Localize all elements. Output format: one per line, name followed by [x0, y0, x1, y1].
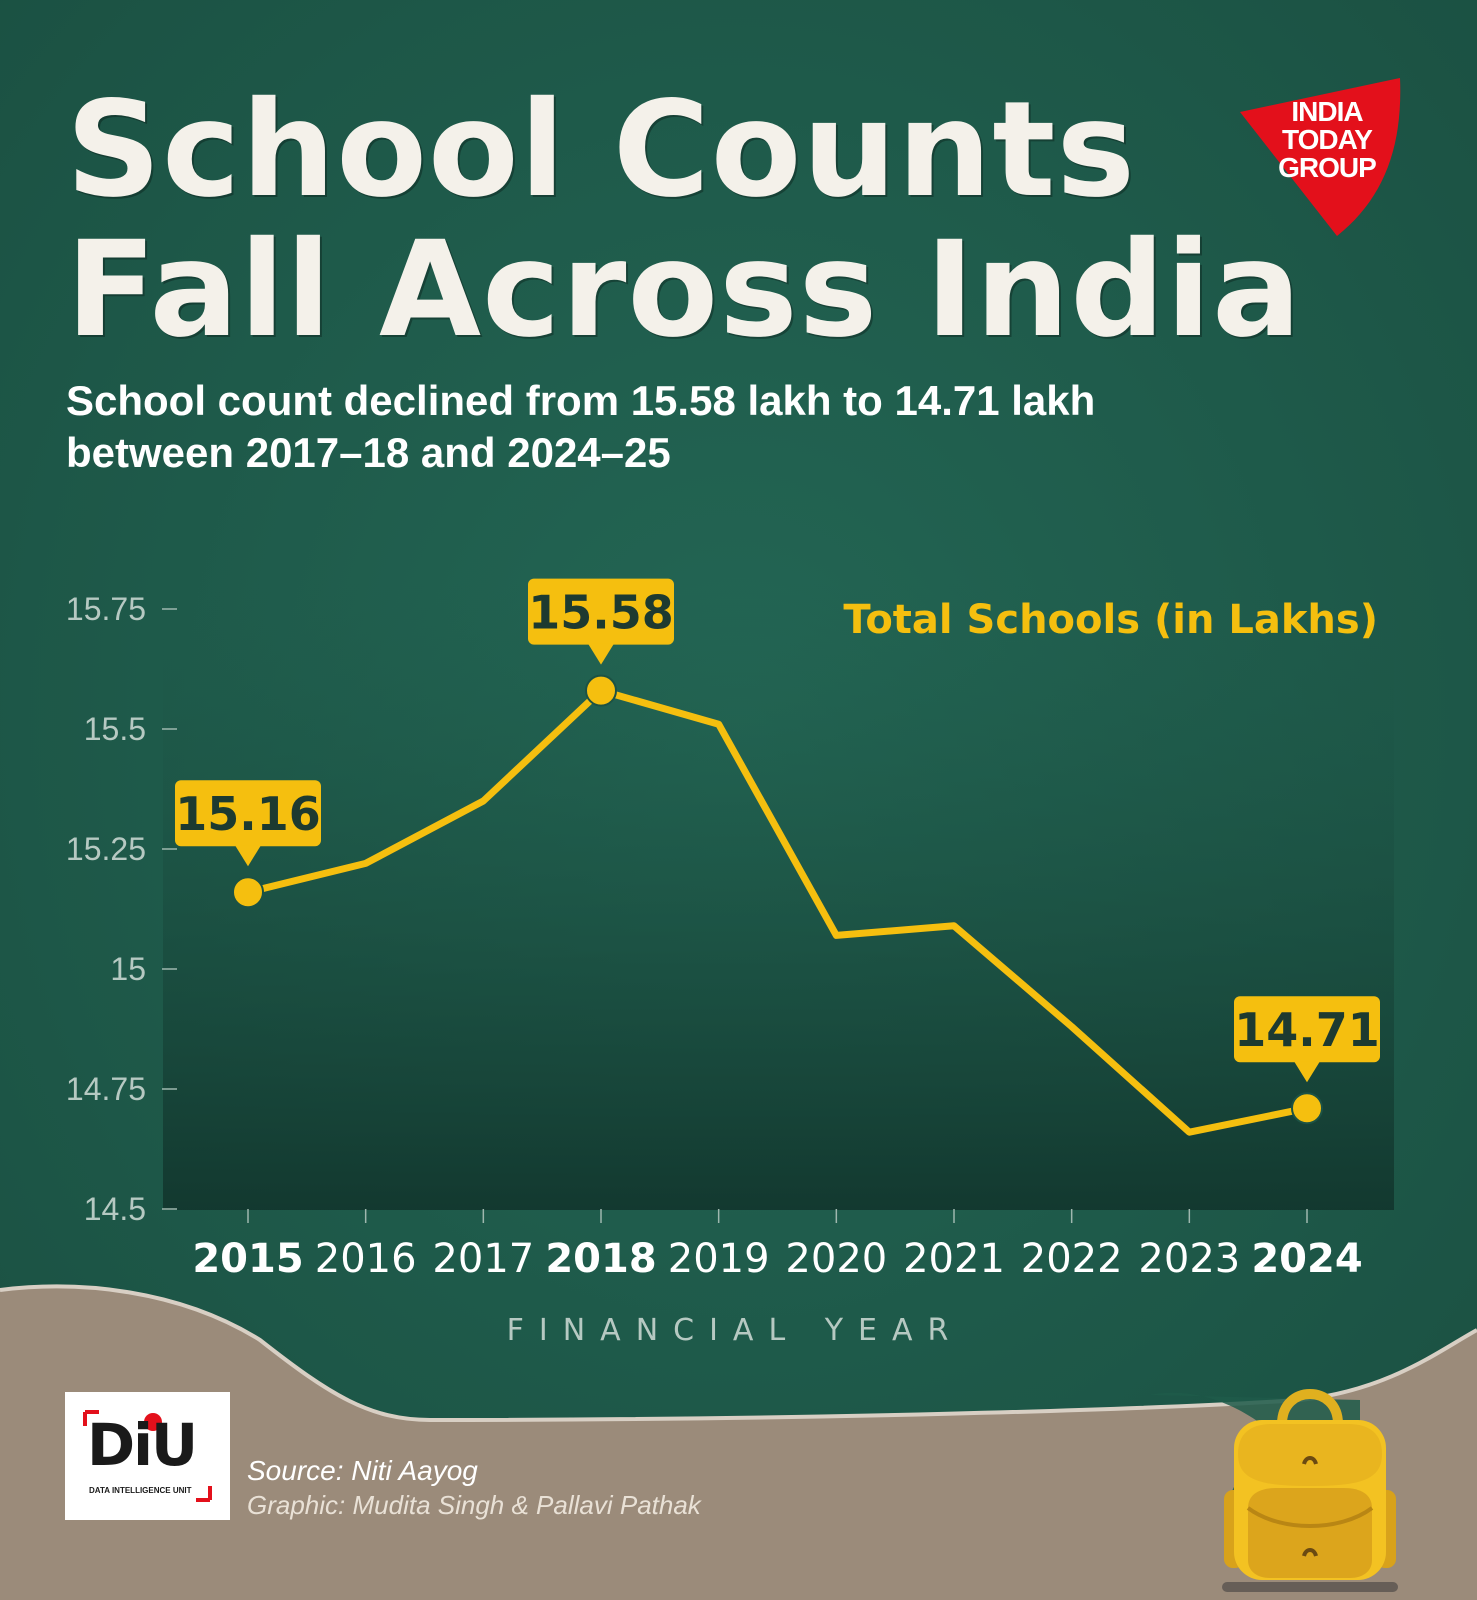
- footer-band: [0, 1286, 1477, 1600]
- india-today-logo: [1240, 78, 1401, 236]
- x-tick-label: 2015: [192, 1236, 303, 1282]
- data-point-marker: [232, 876, 264, 909]
- backpack-icon: [1222, 1389, 1398, 1592]
- legend-label: Total Schools (in Lakhs): [843, 597, 1378, 643]
- series-total-schools: [232, 674, 1323, 1136]
- data-label: 15.58: [528, 586, 674, 640]
- y-axis: 14.5 14.75 15 15.25 15.5 15.75: [66, 591, 177, 1227]
- data-point-marker: [585, 674, 617, 707]
- x-axis: 2015 2016 2017 2018 2019 2020 2021 2022 2023 2024: [192, 1209, 1363, 1282]
- graphic-credit: Graphic: Mudita Singh & Pallavi Pathak: [247, 1490, 701, 1520]
- logo-line-2: TODAY: [1282, 124, 1373, 155]
- x-tick-label: 2023: [1138, 1236, 1240, 1282]
- data-label: 14.71: [1234, 1003, 1380, 1057]
- y-tick-label: 14.5: [84, 1191, 146, 1227]
- y-tick-label: 15: [110, 951, 146, 987]
- callout-box: [1234, 996, 1380, 1063]
- callout-box: [528, 578, 674, 645]
- india-today-logo-text: INDIA TODAY GROUP: [1262, 98, 1392, 182]
- diu-logo: DiU DATA INTELLIGENCE UNIT: [65, 1392, 230, 1520]
- diu-logo-frame: [83, 1410, 212, 1502]
- x-tick-label: 2016: [315, 1236, 417, 1282]
- y-tick-label: 15.5: [84, 711, 146, 747]
- callout-pointer: [235, 845, 261, 867]
- logo-line-3: GROUP: [1278, 152, 1377, 183]
- x-axis-title: FINANCIAL YEAR: [507, 1313, 964, 1348]
- data-point-marker: [1291, 1092, 1323, 1125]
- page-title-line-2: Fall Across India: [66, 213, 1303, 367]
- x-tick-label: 2024: [1251, 1236, 1362, 1282]
- plot-area-shade: [163, 580, 1394, 1210]
- x-tick-label: 2018: [545, 1236, 656, 1282]
- subtitle-line-1: School count declined from 15.58 lakh to…: [66, 377, 1096, 424]
- diu-logo-caption: DATA INTELLIGENCE UNIT: [89, 1486, 192, 1495]
- footer-band-edge: [0, 1284, 1477, 1423]
- page-title-line-1: School Counts: [66, 73, 1137, 227]
- source-credit: Source: Niti Aayog: [247, 1455, 478, 1486]
- value-callouts: 15.16 15.58 14.71: [175, 578, 1380, 1083]
- subtitle-line-2: between 2017–18 and 2024–25: [66, 429, 671, 476]
- series-line: [244, 687, 1311, 1136]
- y-tick-label: 15.75: [66, 591, 146, 627]
- x-tick-label: 2017: [432, 1236, 534, 1282]
- diu-logo-letters: DiU: [87, 1411, 198, 1479]
- callout-box: [175, 780, 321, 847]
- x-tick-label: 2021: [903, 1236, 1005, 1282]
- x-tick-label: 2020: [785, 1236, 887, 1282]
- y-tick-label: 15.25: [66, 831, 146, 867]
- x-tick-label: 2022: [1021, 1236, 1123, 1282]
- data-label: 15.16: [175, 787, 321, 841]
- x-tick-label: 2019: [668, 1236, 770, 1282]
- y-tick-label: 14.75: [66, 1071, 146, 1107]
- callout-pointer: [588, 643, 614, 665]
- logo-line-1: INDIA: [1291, 96, 1363, 127]
- callout-pointer: [1294, 1061, 1320, 1083]
